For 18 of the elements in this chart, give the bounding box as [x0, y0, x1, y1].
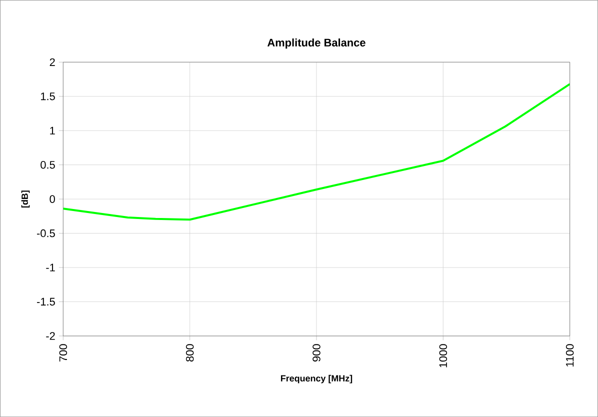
y-tick-label: -1.5	[37, 298, 55, 306]
y-tick-label: 2	[50, 58, 55, 66]
x-axis-title: Frequency [MHz]	[280, 374, 352, 384]
y-tick-label: 1.5	[41, 92, 55, 100]
y-tick-label: -1	[46, 264, 55, 272]
y-tick-label: -0.5	[37, 229, 55, 238]
x-tick-label: 1100	[566, 344, 574, 366]
chart-title: Amplitude Balance	[267, 38, 366, 49]
x-tick-label: 900	[312, 344, 320, 362]
y-tick-label: -2	[46, 332, 55, 340]
line-series	[63, 83, 570, 221]
x-tick-label: 1000	[439, 344, 448, 368]
y-tick-label: 0	[50, 195, 55, 203]
x-tick-label: 800	[186, 344, 194, 362]
y-tick-label: 0.5	[40, 160, 55, 169]
x-tick-label: 700	[59, 344, 68, 362]
y-tick-label: 1	[50, 126, 55, 134]
y-axis-title: [dB]	[21, 190, 30, 208]
